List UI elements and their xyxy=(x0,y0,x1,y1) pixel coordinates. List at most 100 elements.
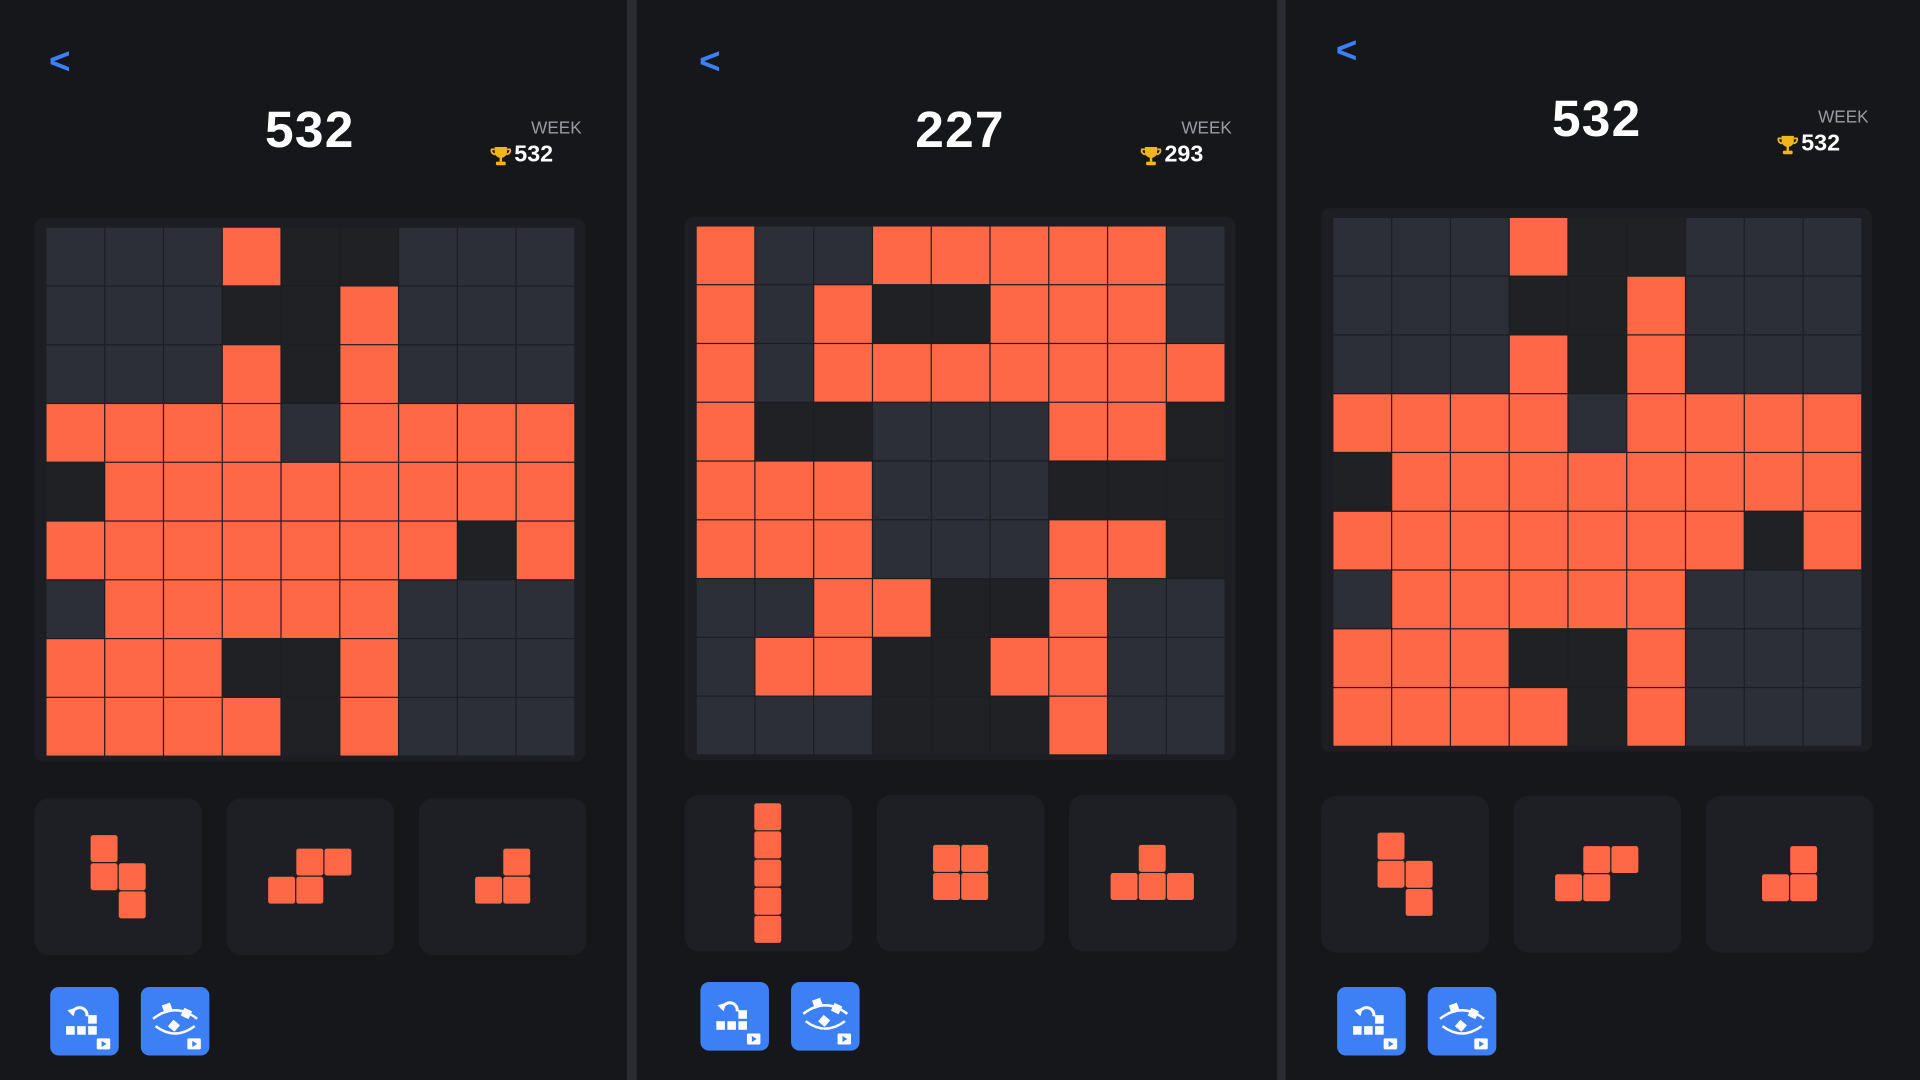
filled-cell xyxy=(755,520,814,578)
filled-cell xyxy=(1627,453,1685,511)
piece-slot[interactable] xyxy=(684,794,853,952)
empty-cell xyxy=(516,227,575,286)
empty-cell xyxy=(1803,335,1862,394)
empty-cell xyxy=(1803,688,1862,746)
piece-block xyxy=(754,802,782,830)
piece-slot[interactable] xyxy=(226,798,395,956)
empty-cell xyxy=(990,461,1049,520)
empty-cell xyxy=(1744,217,1803,276)
filled-cell xyxy=(696,402,755,461)
piece-block xyxy=(502,848,530,876)
empty-cell xyxy=(873,285,931,343)
filled-cell xyxy=(1627,394,1685,452)
piece-slot[interactable] xyxy=(1321,795,1489,953)
empty-cell xyxy=(1686,688,1744,746)
filled-cell xyxy=(1108,285,1166,343)
empty-cell xyxy=(1108,696,1166,755)
undo-button[interactable] xyxy=(1337,986,1406,1056)
trophy-icon xyxy=(1140,146,1162,166)
filled-cell xyxy=(1108,226,1166,285)
back-button[interactable]: < xyxy=(699,41,721,83)
empty-cell xyxy=(46,345,105,403)
filled-cell xyxy=(222,580,281,638)
filled-cell xyxy=(814,285,872,343)
filled-cell xyxy=(164,697,222,756)
empty-cell xyxy=(931,402,990,461)
empty-cell xyxy=(1803,217,1862,276)
filled-cell xyxy=(1627,276,1685,335)
filled-cell xyxy=(990,226,1049,285)
piece-slot[interactable] xyxy=(1068,794,1237,952)
filled-cell xyxy=(164,521,222,580)
empty-cell xyxy=(1333,217,1392,276)
filled-cell xyxy=(931,344,990,402)
piece-block xyxy=(960,873,988,901)
undo-button[interactable] xyxy=(700,982,769,1051)
filled-cell xyxy=(1049,696,1107,755)
filled-cell xyxy=(1568,511,1627,570)
filled-cell xyxy=(340,404,398,462)
game-panel: <532 WEEK 532 xyxy=(0,0,627,1080)
empty-cell xyxy=(814,226,872,285)
filled-cell xyxy=(1108,344,1166,402)
empty-cell xyxy=(1627,217,1685,276)
empty-cell xyxy=(1333,453,1392,511)
filled-cell xyxy=(222,345,281,403)
back-button[interactable]: < xyxy=(1335,30,1358,72)
empty-cell xyxy=(1333,335,1392,394)
filled-cell xyxy=(340,521,398,580)
empty-cell xyxy=(516,580,575,638)
undo-button[interactable] xyxy=(50,986,119,1056)
shuffle-button[interactable] xyxy=(140,986,210,1056)
empty-cell xyxy=(1166,402,1225,461)
empty-cell xyxy=(46,462,105,521)
filled-cell xyxy=(340,462,398,521)
empty-cell xyxy=(105,286,163,345)
filled-cell xyxy=(1803,394,1862,452)
score: 532 xyxy=(1551,89,1642,147)
best-score: 532 xyxy=(514,142,554,168)
piece-block xyxy=(754,915,782,943)
empty-cell xyxy=(1108,637,1166,696)
empty-cell xyxy=(164,286,222,345)
filled-cell xyxy=(222,462,281,521)
empty-cell xyxy=(1686,629,1744,687)
piece-slot[interactable] xyxy=(1513,795,1682,953)
filled-cell xyxy=(696,461,755,520)
empty-cell xyxy=(1166,285,1225,343)
shuffle-button[interactable] xyxy=(1427,986,1497,1056)
filled-cell xyxy=(1509,570,1568,629)
piece-block xyxy=(1110,873,1138,901)
piece-slot[interactable] xyxy=(418,798,587,956)
empty-cell xyxy=(696,696,755,755)
filled-cell xyxy=(222,404,281,462)
shuffle-icon xyxy=(1439,1002,1488,1050)
empty-cell xyxy=(1451,276,1509,335)
best-score: 293 xyxy=(1164,142,1204,168)
empty-cell xyxy=(399,639,457,697)
empty-cell xyxy=(873,402,931,461)
weekly-best: 293 xyxy=(1140,142,1203,169)
empty-cell xyxy=(516,345,575,403)
divider xyxy=(626,0,637,1080)
filled-cell xyxy=(696,285,755,343)
shuffle-icon xyxy=(802,997,852,1045)
week-label: WEEK xyxy=(1181,117,1232,138)
game-panel: <227 WEEK 293 xyxy=(650,0,1277,1080)
back-button[interactable]: < xyxy=(48,41,71,83)
filled-cell xyxy=(1627,629,1685,687)
piece-slot[interactable] xyxy=(34,798,203,956)
filled-cell xyxy=(457,404,516,462)
filled-cell xyxy=(340,639,398,697)
piece-slot[interactable] xyxy=(1705,795,1874,953)
piece-block xyxy=(1583,874,1611,902)
empty-cell xyxy=(399,345,457,403)
piece-block xyxy=(1376,832,1404,859)
piece-slot[interactable] xyxy=(876,794,1045,952)
shuffle-button[interactable] xyxy=(791,982,860,1051)
empty-cell xyxy=(516,697,575,756)
filled-cell xyxy=(105,639,163,697)
filled-cell xyxy=(873,579,931,637)
empty-cell xyxy=(755,696,814,755)
filled-cell xyxy=(1627,688,1685,746)
